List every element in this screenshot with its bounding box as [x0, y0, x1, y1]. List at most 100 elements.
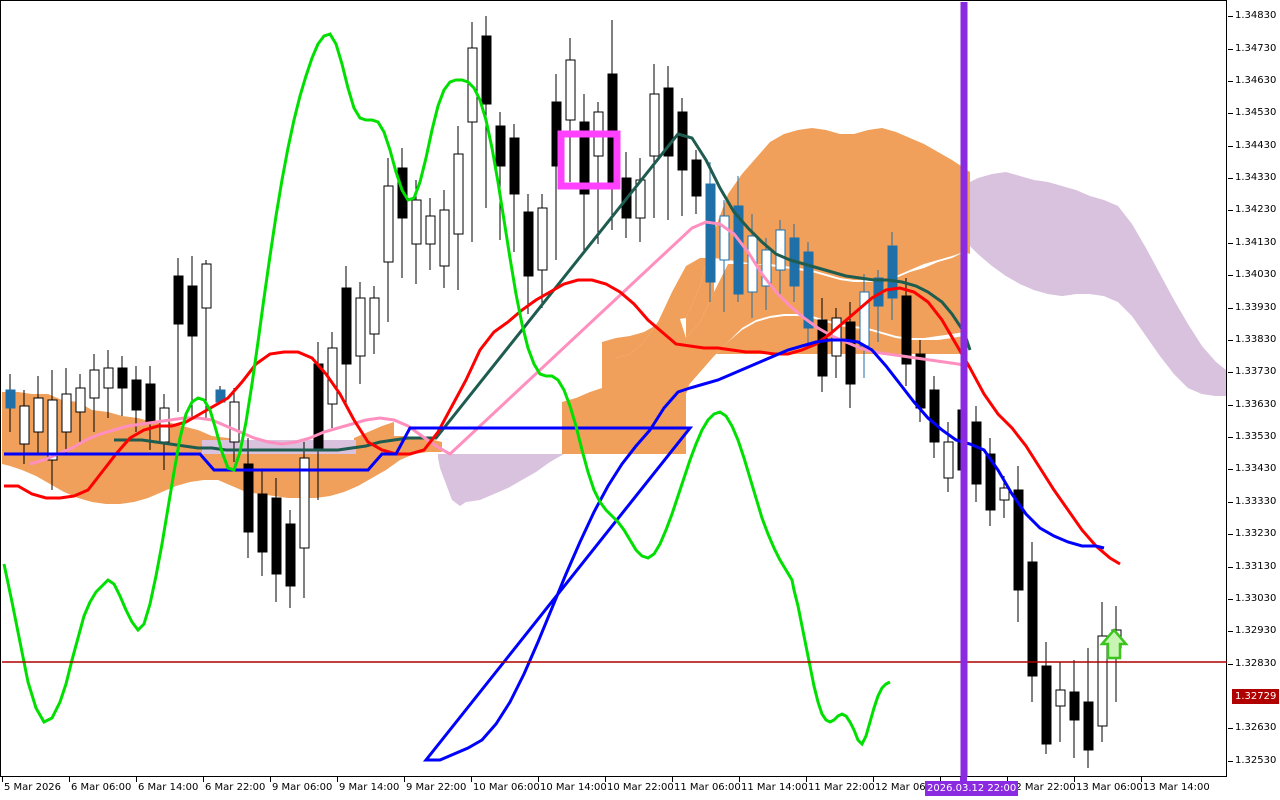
- candle: [719, 200, 730, 312]
- price-tick-label: 1.34730: [1235, 43, 1277, 54]
- candle: [187, 256, 198, 418]
- time-tick-label: 6 Mar 22:00: [205, 782, 266, 793]
- candle: [1083, 648, 1094, 768]
- price-tick-mark: [1228, 599, 1233, 600]
- price-tick-mark: [1228, 210, 1233, 211]
- chikou-span-line: [2, 32, 891, 747]
- time-tick-label: 6 Mar 14:00: [138, 782, 199, 793]
- candlestick-series[interactable]: [5, 16, 1122, 768]
- price-tick-label: 1.33330: [1235, 496, 1277, 507]
- candle: [635, 158, 646, 242]
- time-tick-label: 13 Mar 06:00: [1076, 782, 1143, 793]
- candle: [61, 368, 72, 454]
- chart-canvas[interactable]: [2, 2, 1227, 777]
- candle: [271, 478, 282, 602]
- candle: [201, 260, 212, 420]
- candle: [831, 308, 842, 378]
- buy-signal-arrow[interactable]: [1099, 628, 1129, 660]
- time-tick-label: 9 Mar 22:00: [406, 782, 467, 793]
- time-tick-mark: [136, 777, 137, 782]
- candle: [341, 266, 352, 406]
- price-tick-mark: [1228, 340, 1233, 341]
- time-tick-label: 9 Mar 06:00: [272, 782, 333, 793]
- price-tick-label: 1.34030: [1235, 269, 1277, 280]
- time-tick-mark: [337, 777, 338, 782]
- candle: [425, 198, 436, 270]
- time-tick-mark: [1007, 777, 1008, 782]
- time-tick-mark: [940, 777, 941, 782]
- candle: [47, 370, 58, 490]
- time-tick-mark: [873, 777, 874, 782]
- candle: [243, 438, 254, 558]
- candle: [439, 190, 450, 288]
- candle: [1013, 466, 1024, 622]
- candle: [537, 194, 548, 308]
- price-tick-label: 1.32630: [1235, 722, 1277, 733]
- candle: [649, 64, 660, 218]
- candle: [565, 38, 576, 182]
- time-tick-label: 12 Mar 22:00: [1009, 782, 1076, 793]
- time-tick-mark: [605, 777, 606, 782]
- time-tick-mark: [1074, 777, 1075, 782]
- time-tick-mark: [270, 777, 271, 782]
- candle: [579, 94, 590, 254]
- price-tick-label: 1.34530: [1235, 107, 1277, 118]
- time-tick-label: 10 Mar 14:00: [540, 782, 607, 793]
- magenta-selection-rectangle[interactable]: [557, 130, 621, 190]
- time-tick-mark: [538, 777, 539, 782]
- price-tick-mark: [1228, 308, 1233, 309]
- candle: [411, 180, 422, 284]
- candle: [397, 148, 408, 278]
- price-tick-mark: [1228, 437, 1233, 438]
- candle: [453, 126, 464, 290]
- price-tick-label: 1.33530: [1235, 431, 1277, 442]
- price-tick-mark: [1228, 49, 1233, 50]
- price-axis[interactable]: 1.34830 1.34730 1.34630 1.34530 1.34430 1.343…: [1228, 0, 1280, 777]
- tenkan-sen-line[interactable]: [4, 278, 1121, 566]
- candle: [1027, 542, 1038, 702]
- time-tick-label: 6 Mar 06:00: [71, 782, 132, 793]
- price-tick-label: 1.33630: [1235, 399, 1277, 410]
- plot-area[interactable]: [0, 0, 1227, 777]
- candle: [257, 470, 268, 576]
- time-tick-label: 10 Mar 06:00: [473, 782, 540, 793]
- candle: [33, 376, 44, 454]
- candle: [761, 238, 772, 310]
- price-tick-mark: [1228, 113, 1233, 114]
- candle: [5, 374, 16, 432]
- price-tick-mark: [1228, 146, 1233, 147]
- price-tick-mark: [1228, 728, 1233, 729]
- price-tick-mark: [1228, 405, 1233, 406]
- time-tick-label: 11 Mar 22:00: [808, 782, 875, 793]
- time-tick-label: 12 Mar 06:00: [875, 782, 942, 793]
- candle: [369, 286, 380, 354]
- price-tick-mark: [1228, 469, 1233, 470]
- price-tick-mark: [1228, 631, 1233, 632]
- senkou-span-b-line: [29, 220, 971, 466]
- time-tick-mark: [2, 777, 3, 782]
- candle: [495, 112, 506, 240]
- price-tick-label: 1.34130: [1235, 237, 1277, 248]
- price-tick-mark: [1228, 502, 1233, 503]
- current-price-tag: 1.32729: [1232, 689, 1280, 704]
- price-tick-mark: [1228, 178, 1233, 179]
- candle: [1097, 602, 1108, 742]
- candle: [75, 374, 86, 442]
- time-axis[interactable]: 5 Mar 2026 6 Mar 06:00 6 Mar 14:00 6 Mar 22…: [0, 777, 1280, 800]
- candle: [285, 510, 296, 608]
- candle: [523, 194, 534, 314]
- price-tick-mark: [1228, 567, 1233, 568]
- candle: [985, 438, 996, 526]
- time-tick-mark: [739, 777, 740, 782]
- price-tick-label: 1.33830: [1235, 334, 1277, 345]
- candle: [1055, 662, 1066, 742]
- candle: [803, 242, 814, 346]
- time-tick-mark: [471, 777, 472, 782]
- price-tick-mark: [1228, 534, 1233, 535]
- time-tick-mark: [203, 777, 204, 782]
- time-tick-mark: [672, 777, 673, 782]
- candle: [845, 302, 856, 408]
- price-tick-label: 1.34830: [1235, 10, 1277, 21]
- price-tick-mark: [1228, 761, 1233, 762]
